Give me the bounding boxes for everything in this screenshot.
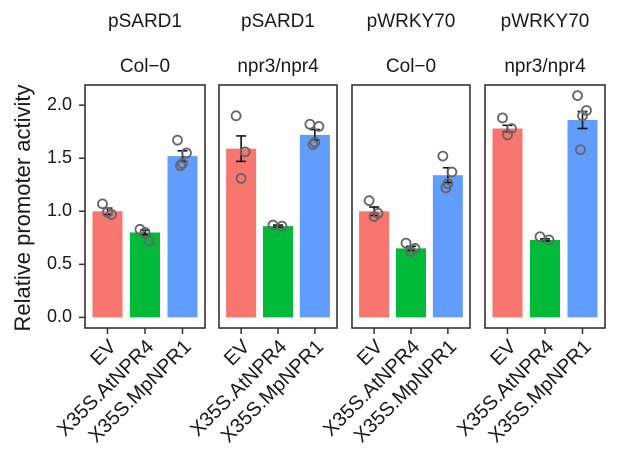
- strip-label: pWRKY70: [501, 11, 590, 32]
- data-point: [235, 172, 247, 184]
- data-point: [102, 206, 113, 218]
- data-point: [181, 147, 192, 159]
- data-point: [400, 237, 412, 249]
- data-point: [405, 246, 417, 257]
- bar: [167, 156, 198, 318]
- panel-border: [484, 84, 606, 329]
- data-point: [97, 198, 108, 210]
- data-point: [368, 211, 380, 222]
- data-point: [575, 144, 586, 156]
- strip-label: Col−0: [120, 56, 170, 77]
- bar: [396, 248, 426, 318]
- y-tick-label: 1.0: [47, 200, 72, 220]
- data-point: [534, 231, 546, 243]
- strip-label: pSARD1: [108, 11, 182, 32]
- data-point: [177, 158, 188, 169]
- strip-label: Col−0: [386, 56, 436, 77]
- data-point: [572, 90, 583, 102]
- data-point: [139, 227, 151, 238]
- data-point: [309, 136, 321, 148]
- y-tick-label: 2.0: [47, 94, 72, 114]
- bar: [130, 232, 160, 318]
- data-point: [577, 110, 588, 122]
- bar: [299, 134, 330, 318]
- y-tick-label: 1.5: [47, 147, 72, 167]
- data-point: [446, 166, 458, 178]
- strip-label: pSARD1: [241, 11, 315, 32]
- data-point: [230, 110, 242, 122]
- data-point: [304, 118, 316, 130]
- data-point: [239, 146, 251, 158]
- data-point: [276, 220, 288, 232]
- data-point: [502, 129, 513, 141]
- bar: [432, 175, 463, 318]
- y-tick-label: 0.0: [47, 306, 72, 326]
- panel-border: [84, 84, 206, 329]
- bar: [492, 128, 523, 318]
- bar: [359, 211, 390, 318]
- data-point: [497, 112, 508, 124]
- bar: [92, 211, 123, 318]
- strip-label: npr3/npr4: [237, 56, 319, 77]
- bar: [530, 239, 560, 318]
- data-point: [172, 134, 183, 146]
- bar: [567, 120, 598, 318]
- data-point: [363, 195, 375, 207]
- data-point: [543, 234, 555, 246]
- panel-border: [351, 84, 471, 329]
- panel-border: [218, 84, 338, 329]
- strip-label: npr3/npr4: [504, 56, 586, 77]
- data-point: [175, 160, 186, 172]
- y-axis-label: Relative promoter activity: [10, 85, 35, 332]
- y-tick-label: 0.5: [47, 253, 72, 273]
- data-point: [313, 120, 325, 132]
- bar: [226, 148, 257, 318]
- data-point: [307, 139, 319, 150]
- data-point: [437, 150, 449, 162]
- bar: [263, 226, 293, 318]
- strip-label: pWRKY70: [367, 11, 456, 32]
- data-point: [440, 182, 452, 194]
- data-point: [143, 235, 155, 247]
